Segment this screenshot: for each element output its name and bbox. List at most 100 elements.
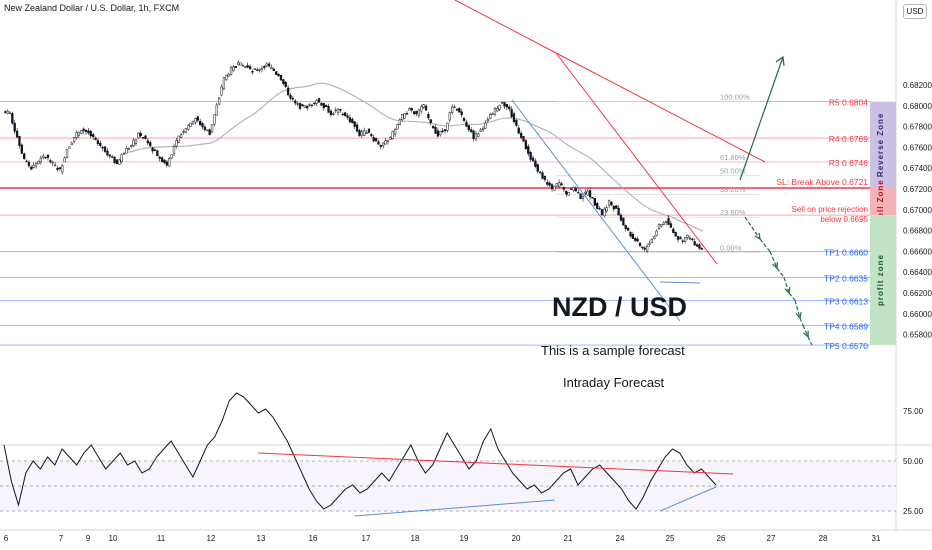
- candle-body: [558, 182, 561, 187]
- trendline-red-steep: [555, 52, 718, 265]
- candle-body: [30, 166, 33, 170]
- candle-body: [567, 192, 570, 196]
- candle-body: [139, 132, 142, 137]
- candle-body: [412, 111, 416, 115]
- forecast-arrow-segment: [776, 267, 785, 278]
- candle-body: [467, 125, 470, 131]
- forecast-arrow-segment: [788, 292, 796, 301]
- fib-label: 23.60%: [720, 208, 746, 217]
- candle-body: [472, 130, 475, 139]
- price-tick-label: 0.66400: [903, 268, 932, 277]
- candle-body: [315, 100, 318, 104]
- candle-body: [458, 108, 461, 113]
- candle-body: [11, 113, 14, 124]
- candle-body: [365, 132, 368, 134]
- candle-body: [688, 237, 692, 240]
- candle-body: [63, 157, 66, 163]
- candle-body: [263, 66, 266, 68]
- candle-body: [460, 111, 463, 116]
- candle-body: [676, 235, 680, 240]
- candle-body: [648, 243, 651, 245]
- candle-body: [4, 111, 7, 113]
- candle-body: [34, 163, 38, 167]
- candle-body: [577, 192, 580, 194]
- candle-body: [396, 124, 399, 130]
- candle-body: [72, 137, 76, 142]
- candle-body: [77, 131, 81, 136]
- candle-body: [626, 227, 630, 231]
- zone-profit-zone: [870, 215, 896, 346]
- candle-body: [310, 104, 314, 106]
- candle-body: [317, 98, 321, 103]
- candle-body: [218, 97, 221, 105]
- candle-body: [531, 157, 535, 162]
- candle-body: [681, 240, 684, 242]
- candle-body: [629, 231, 632, 237]
- candle-body: [163, 159, 166, 164]
- candle-body: [134, 139, 138, 144]
- currency-badge[interactable]: USD: [903, 4, 927, 19]
- candle-body: [470, 129, 473, 132]
- candle-body: [603, 208, 606, 217]
- candle-body: [600, 209, 604, 216]
- candle-body: [519, 132, 523, 138]
- candle-body: [225, 74, 228, 80]
- level-label-sl: SL: Break Above 0.6721: [776, 177, 868, 187]
- candle-body: [137, 132, 140, 139]
- time-tick-label: 28: [819, 534, 828, 543]
- candle-body: [389, 137, 392, 140]
- candle-body: [451, 106, 454, 113]
- candle-body: [434, 126, 437, 134]
- candle-body: [282, 79, 285, 84]
- candle-body: [305, 105, 309, 109]
- candle-body: [684, 237, 687, 242]
- candle-body: [624, 225, 627, 230]
- candle-body: [612, 206, 615, 210]
- candle-body: [579, 193, 582, 199]
- candle-body: [170, 154, 173, 159]
- candle-body: [489, 113, 492, 120]
- candle-body: [118, 159, 121, 165]
- candle-body: [108, 154, 111, 157]
- forecast-up-arrow-head: [775, 55, 785, 67]
- candle-body: [13, 122, 16, 132]
- trendline-blue-short: [659, 281, 701, 284]
- candle-body: [44, 157, 47, 159]
- time-tick-label: 16: [309, 534, 318, 543]
- level-label-tp4: TP4 0.6589: [824, 321, 868, 331]
- forecast-arrow-head: [754, 232, 761, 241]
- candle-body: [184, 128, 188, 133]
- candle-body: [427, 113, 430, 119]
- candle-body: [546, 182, 549, 185]
- candle-body: [322, 103, 325, 109]
- candle-body: [103, 146, 107, 152]
- candle-body: [617, 207, 620, 216]
- candle-body: [465, 121, 468, 127]
- candle-body: [87, 130, 90, 134]
- candle-body: [374, 138, 378, 142]
- candle-body: [517, 127, 520, 134]
- candle-body: [222, 77, 226, 89]
- candle-body: [453, 106, 456, 108]
- candle-body: [372, 137, 375, 142]
- candle-body: [543, 175, 547, 180]
- candle-body: [70, 142, 73, 146]
- level-label-tp3: TP3 0.6613: [824, 296, 868, 306]
- time-tick-label: 7: [59, 534, 64, 543]
- candle-body: [527, 146, 530, 154]
- candle-body: [267, 63, 271, 67]
- time-tick-label: 13: [257, 534, 266, 543]
- candle-body: [360, 131, 363, 136]
- level-label-r4: R4 0.6769: [829, 134, 868, 144]
- candle-body: [474, 133, 478, 140]
- candle-body: [667, 218, 670, 225]
- candle-body: [598, 208, 601, 210]
- candle-body: [346, 115, 349, 118]
- candle-body: [258, 69, 261, 71]
- candle-body: [141, 137, 145, 139]
- candle-body: [496, 108, 499, 112]
- candle-body: [99, 143, 102, 146]
- time-tick-label: 31: [872, 534, 881, 543]
- rsi-line: [3, 392, 717, 510]
